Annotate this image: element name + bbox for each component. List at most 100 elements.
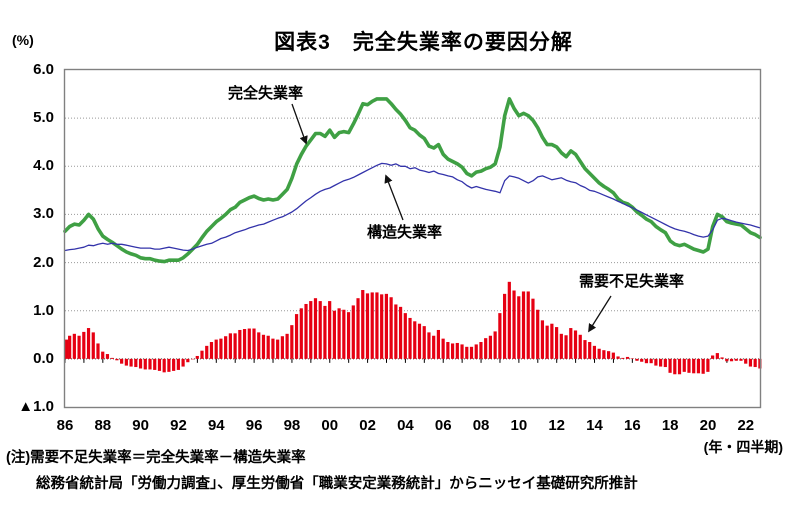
annotation-demand-shortage-unemployment: 需要不足失業率 (579, 273, 685, 290)
bar-demand-shortage (148, 358, 152, 370)
bar-demand-shortage (417, 323, 422, 359)
x-tick-label: 86 (56, 417, 74, 434)
x-tick-label: 02 (359, 417, 376, 434)
bar-demand-shortage (271, 338, 275, 359)
bar-demand-shortage (280, 336, 284, 359)
bar-demand-shortage (356, 298, 360, 359)
bar-demand-shortage (488, 335, 493, 359)
bar-demand-shortage (592, 345, 597, 359)
bar-demand-shortage (304, 303, 308, 359)
x-tick-label: 10 (510, 417, 528, 434)
bar-demand-shortage (597, 348, 601, 359)
bar-demand-shortage (157, 358, 162, 371)
bar-demand-shortage (616, 356, 620, 359)
bar-demand-shortage (309, 301, 313, 359)
x-tick-label: 90 (132, 417, 149, 434)
bar-demand-shortage (181, 358, 185, 367)
bar-demand-shortage (654, 358, 658, 366)
bar-demand-shortage (427, 332, 431, 359)
bar-demand-shortage (446, 342, 450, 359)
bar-demand-shortage (313, 298, 318, 359)
bar-demand-shortage (559, 333, 563, 359)
bar-demand-shortage (625, 356, 630, 359)
bar-demand-shortage (252, 328, 256, 359)
bar-demand-shortage (715, 353, 719, 359)
bar-demand-shortage (200, 350, 204, 359)
bar-demand-shortage (143, 358, 147, 370)
bar-demand-shortage (332, 310, 336, 359)
y-tick-label: 3.0 (33, 205, 54, 223)
x-tick-label: 00 (321, 417, 339, 434)
bar-demand-shortage (384, 293, 388, 359)
bar-demand-shortage (706, 358, 710, 372)
bar-demand-shortage (540, 320, 545, 359)
bar-demand-shortage (346, 312, 351, 359)
bar-demand-shortage (101, 351, 105, 359)
bar-demand-shortage (299, 308, 303, 359)
bar-demand-shortage (266, 335, 270, 359)
bar-demand-shortage (370, 292, 374, 359)
bar-demand-shortage (493, 331, 497, 359)
y-axis-unit-label: (%) (12, 32, 34, 48)
bar-demand-shortage (124, 358, 128, 366)
y-tick-label: 2.0 (33, 253, 54, 271)
bar-demand-shortage (219, 338, 223, 359)
x-tick-label: 98 (283, 417, 301, 434)
bar-demand-shortage (394, 304, 398, 359)
bar-demand-shortage (432, 335, 436, 359)
bar-demand-shortage (502, 293, 507, 359)
bar-demand-shortage (578, 334, 582, 359)
arrow-to-demand-bars (588, 295, 612, 333)
bar-demand-shortage (720, 357, 724, 359)
bar-demand-shortage (318, 301, 322, 359)
bar-demand-shortage (162, 358, 166, 373)
footnote-source: 総務省統計局「労働力調査」、厚生労働省「職業安定業務統計」からニッセイ基礎研究所… (36, 476, 638, 492)
bar-demand-shortage (611, 352, 615, 359)
x-tick-label: 04 (397, 417, 414, 434)
bar-demand-shortage (190, 358, 195, 360)
bar-demand-shortage (228, 333, 232, 359)
bar-demand-shortage (365, 293, 370, 359)
x-axis-unit-label: (年・四半期) (703, 439, 783, 455)
bar-demand-shortage (711, 355, 715, 359)
bar-demand-shortage (474, 344, 478, 359)
bar-demand-shortage (105, 354, 110, 359)
bar-demand-shortage (649, 358, 653, 364)
bar-demand-shortage (91, 332, 95, 359)
annotation-structural-unemployment: 構造失業率 (367, 224, 443, 241)
bar-demand-shortage (96, 343, 100, 359)
bar-demand-shortage (517, 296, 521, 359)
x-tick-label: 96 (245, 417, 263, 434)
bar-demand-shortage (209, 342, 214, 359)
bar-demand-shortage (479, 342, 483, 359)
bar-demand-shortage (257, 332, 261, 359)
bar-demand-shortage (205, 345, 209, 359)
x-tick-label: 14 (586, 417, 603, 434)
x-tick-label: 08 (472, 417, 490, 434)
line-structural-unemployment (64, 162, 761, 252)
x-tick-label: 94 (207, 417, 225, 434)
bar-demand-shortage (588, 342, 592, 359)
bar-demand-shortage (450, 343, 455, 359)
bar-demand-shortage (659, 358, 663, 367)
bar-demand-shortage (342, 309, 346, 359)
bar-demand-shortage (460, 344, 464, 359)
bar-demand-shortage (398, 306, 403, 359)
x-tick-label: 20 (699, 417, 717, 434)
bar-demand-shortage (621, 357, 625, 359)
bar-demand-shortage (176, 358, 180, 370)
bar-demand-shortage (455, 342, 459, 359)
plot-border (63, 68, 762, 409)
bar-demand-shortage (602, 350, 606, 359)
bar-demand-shortage (285, 333, 289, 359)
bar-demand-shortage (408, 317, 412, 359)
arrow-to-structural-line (384, 174, 404, 221)
bar-demand-shortage (68, 335, 72, 359)
bar-demand-shortage (214, 339, 218, 359)
bar-demand-shortage (72, 333, 76, 359)
bar-demand-shortage (569, 328, 573, 359)
bar-demand-shortage (682, 358, 686, 372)
bar-demand-shortage (536, 309, 540, 359)
bar-demand-shortage (65, 339, 69, 359)
